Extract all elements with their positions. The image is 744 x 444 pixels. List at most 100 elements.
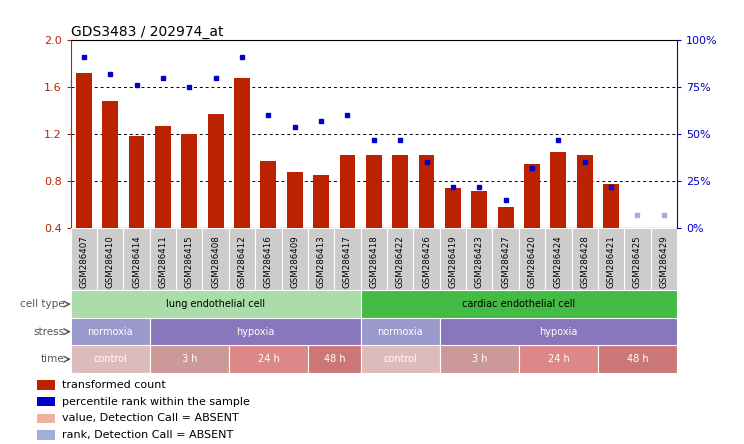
Bar (366, 155, 382, 228)
Text: GSM286419: GSM286419 (449, 236, 458, 288)
Text: GSM286415: GSM286415 (185, 236, 194, 289)
Bar (545, 228, 571, 290)
Bar (97, 228, 124, 290)
Text: GSM286411: GSM286411 (158, 236, 167, 289)
Bar (234, 78, 250, 228)
Text: GSM286427: GSM286427 (501, 236, 510, 289)
Bar (334, 228, 361, 290)
Text: 48 h: 48 h (626, 354, 648, 364)
Bar (498, 207, 513, 228)
Text: control: control (383, 354, 417, 364)
Bar (308, 228, 334, 290)
Bar (255, 228, 281, 290)
Bar (202, 228, 229, 290)
Bar (445, 188, 461, 228)
Text: stress: stress (33, 327, 65, 337)
Bar (155, 126, 171, 228)
Bar (440, 345, 519, 373)
Text: GSM286421: GSM286421 (606, 236, 615, 289)
Bar (124, 228, 150, 290)
Bar (150, 318, 361, 345)
Bar (339, 155, 356, 228)
Bar (624, 228, 651, 290)
Text: GSM286417: GSM286417 (343, 236, 352, 289)
Text: hypoxia: hypoxia (539, 327, 577, 337)
Bar (37, 397, 55, 406)
Bar (71, 345, 150, 373)
Text: value, Detection Call = ABSENT: value, Detection Call = ABSENT (62, 413, 240, 423)
Text: GSM286428: GSM286428 (580, 236, 589, 289)
Text: GSM286425: GSM286425 (633, 236, 642, 289)
Bar (150, 228, 176, 290)
Bar (651, 228, 677, 290)
Bar (419, 155, 434, 228)
Bar (71, 318, 150, 345)
Bar (598, 345, 677, 373)
Text: GSM286423: GSM286423 (475, 236, 484, 289)
Text: GSM286413: GSM286413 (317, 236, 326, 289)
Text: normoxia: normoxia (87, 327, 133, 337)
Text: GSM286418: GSM286418 (369, 236, 379, 289)
Text: GSM286410: GSM286410 (106, 236, 115, 289)
Text: GSM286420: GSM286420 (527, 236, 536, 289)
Text: cell type: cell type (20, 299, 65, 309)
Bar (551, 152, 566, 228)
Bar (392, 155, 408, 228)
Bar (176, 228, 202, 290)
Text: GSM286409: GSM286409 (290, 236, 299, 288)
Bar (37, 430, 55, 440)
Bar (629, 228, 645, 258)
Bar (361, 345, 440, 373)
Bar (472, 190, 487, 228)
Text: GSM286408: GSM286408 (211, 236, 220, 289)
Bar (440, 228, 466, 290)
Bar (313, 175, 329, 228)
Text: GSM286407: GSM286407 (80, 236, 89, 289)
Bar (656, 228, 672, 258)
Bar (493, 228, 519, 290)
Bar (76, 73, 92, 228)
Bar (414, 228, 440, 290)
Bar (598, 228, 624, 290)
Text: GSM286426: GSM286426 (422, 236, 431, 289)
Bar (440, 318, 677, 345)
Bar (37, 380, 55, 390)
Text: lung endothelial cell: lung endothelial cell (166, 299, 266, 309)
Text: transformed count: transformed count (62, 380, 166, 390)
Text: normoxia: normoxia (377, 327, 423, 337)
Bar (308, 345, 361, 373)
Bar (229, 345, 308, 373)
Bar (71, 290, 361, 318)
Text: 24 h: 24 h (548, 354, 569, 364)
Bar (208, 114, 224, 228)
Text: GSM286412: GSM286412 (237, 236, 246, 289)
Text: rank, Detection Call = ABSENT: rank, Detection Call = ABSENT (62, 430, 234, 440)
Text: cardiac endothelial cell: cardiac endothelial cell (462, 299, 576, 309)
Bar (229, 228, 255, 290)
Text: 48 h: 48 h (324, 354, 345, 364)
Bar (182, 134, 197, 228)
Text: hypoxia: hypoxia (236, 327, 275, 337)
Bar (71, 228, 97, 290)
Bar (287, 172, 303, 228)
Text: control: control (93, 354, 127, 364)
Text: GSM286422: GSM286422 (396, 236, 405, 289)
Bar (37, 414, 55, 423)
Text: 3 h: 3 h (182, 354, 197, 364)
Text: 3 h: 3 h (472, 354, 487, 364)
Bar (387, 228, 414, 290)
Bar (603, 183, 619, 228)
Bar (361, 228, 387, 290)
Text: GSM286414: GSM286414 (132, 236, 141, 289)
Text: GDS3483 / 202974_at: GDS3483 / 202974_at (71, 25, 223, 39)
Bar (519, 345, 598, 373)
Bar (129, 136, 144, 228)
Text: time: time (41, 354, 65, 364)
Text: GSM286424: GSM286424 (554, 236, 563, 289)
Bar (519, 228, 545, 290)
Text: 24 h: 24 h (257, 354, 279, 364)
Text: GSM286416: GSM286416 (264, 236, 273, 289)
Text: GSM286429: GSM286429 (659, 236, 668, 288)
Text: percentile rank within the sample: percentile rank within the sample (62, 396, 251, 407)
Bar (466, 228, 493, 290)
